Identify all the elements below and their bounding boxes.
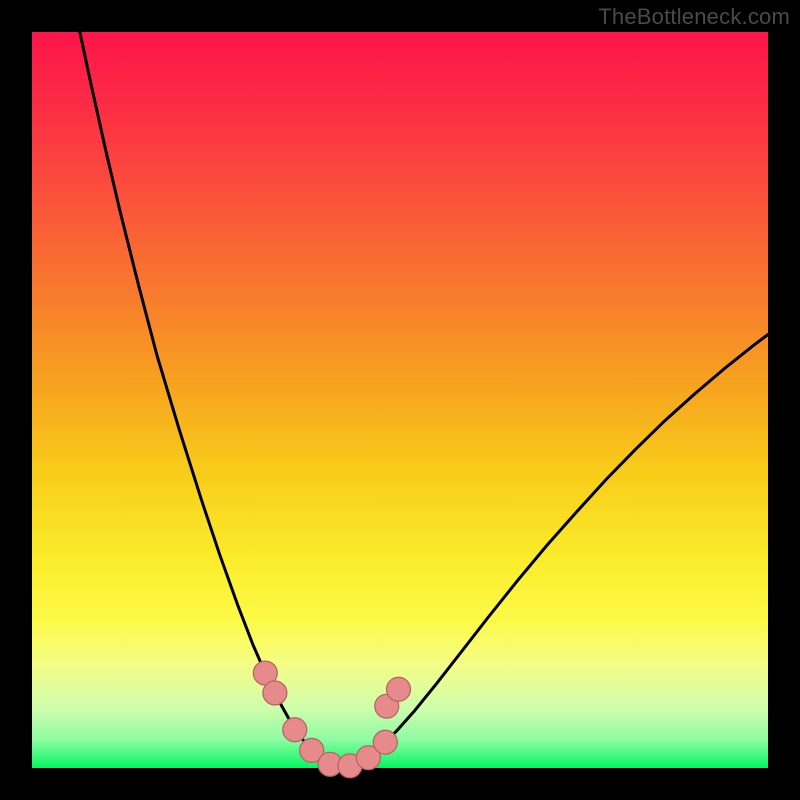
- data-marker: [387, 677, 411, 701]
- data-marker: [263, 681, 287, 705]
- data-marker: [373, 730, 397, 754]
- chart-container: TheBottleneck.com: [0, 0, 800, 800]
- plot-background: [32, 32, 768, 768]
- bottleneck-chart: [0, 0, 800, 800]
- watermark-text: TheBottleneck.com: [598, 4, 790, 30]
- data-marker: [283, 718, 307, 742]
